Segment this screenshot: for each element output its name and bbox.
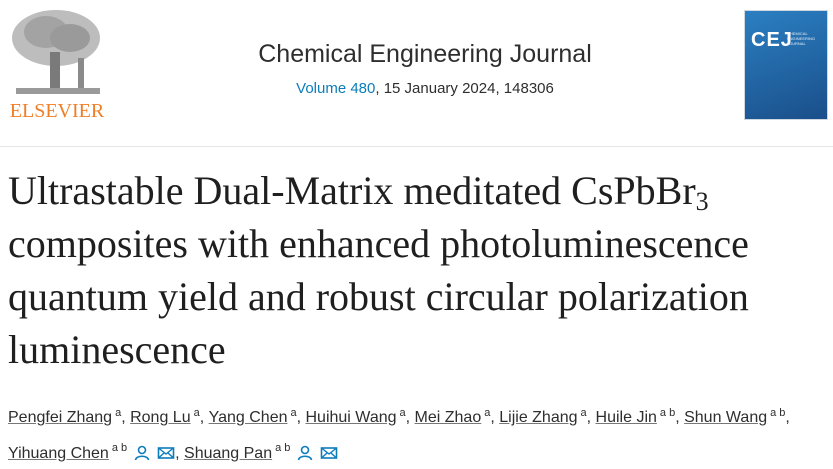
separator: , <box>121 409 131 427</box>
author: Lijie Zhang a, <box>499 407 596 427</box>
author-affiliation[interactable]: a <box>290 407 297 419</box>
journal-title[interactable]: Chemical Engineering Journal <box>258 40 592 68</box>
separator: , <box>586 409 596 427</box>
journal-cover[interactable]: CEJ CHEMICAL ENGINEERING JOURNAL <box>744 10 828 120</box>
separator: , <box>490 409 500 427</box>
author-affiliation[interactable]: a <box>580 407 587 419</box>
author-affiliation[interactable]: a <box>115 407 122 419</box>
author: Rong Lu a, <box>130 407 209 427</box>
separator: , <box>675 409 685 427</box>
author: Mei Zhao a, <box>414 407 500 427</box>
publisher-logo[interactable]: ELSEVIER <box>6 8 108 124</box>
author-name[interactable]: Pengfei Zhang <box>8 409 113 427</box>
author: Shun Wang a b, <box>684 407 790 427</box>
person-icon[interactable] <box>133 445 151 461</box>
divider <box>0 146 833 147</box>
volume-link[interactable]: Volume 480 <box>296 80 376 97</box>
author-list: Pengfei Zhang a, Rong Lu a, Yang Chen a, Hu… <box>8 398 823 469</box>
author-affiliation[interactable]: a b <box>275 442 291 455</box>
author-name[interactable]: Yang Chen <box>208 409 288 427</box>
title-main: Ultrastable Dual-Matrix meditated CsPbBr <box>8 168 696 213</box>
author: Yang Chen a, <box>208 407 306 427</box>
author: Yihuang Chen a b, <box>8 442 185 462</box>
title-rest: composites with enhanced photoluminescen… <box>8 221 749 372</box>
separator: , <box>785 409 790 427</box>
separator: , <box>175 444 185 462</box>
author-name[interactable]: Rong Lu <box>130 409 191 427</box>
author-name[interactable]: Shuang Pan <box>184 444 273 462</box>
logo-tree <box>12 10 100 94</box>
issue-line: Volume 480, 15 January 2024, 148306 <box>200 80 650 97</box>
title-subscript: 3 <box>695 187 709 216</box>
author: Huihui Wang a, <box>305 407 415 427</box>
separator: , <box>199 409 209 427</box>
separator: , <box>405 409 415 427</box>
author: Pengfei Zhang a, <box>8 407 131 427</box>
author-affiliation[interactable]: a <box>484 407 491 419</box>
author-name[interactable]: Huile Jin <box>595 409 657 427</box>
author-affiliation[interactable]: a b <box>770 407 786 419</box>
author-name[interactable]: Shun Wang <box>684 409 768 427</box>
issue-info: , 15 January 2024, 148306 <box>375 80 554 97</box>
author-name[interactable]: Huihui Wang <box>305 409 397 427</box>
cover-subtitle: CHEMICAL ENGINEERING JOURNAL <box>787 31 816 46</box>
author: Huile Jin a b, <box>595 407 685 427</box>
author-name[interactable]: Lijie Zhang <box>499 409 578 427</box>
author-affiliation[interactable]: a <box>399 407 406 419</box>
author-affiliation[interactable]: a <box>193 407 200 419</box>
author: Shuang Pan a b <box>184 442 338 462</box>
author-affiliation[interactable]: a b <box>659 407 676 419</box>
author-affiliation[interactable]: a b <box>111 442 128 455</box>
mail-icon[interactable] <box>157 445 175 461</box>
author-name[interactable]: Mei Zhao <box>414 409 482 427</box>
article-title: Ultrastable Dual-Matrix meditated CsPbBr… <box>8 164 828 376</box>
author-name[interactable]: Yihuang Chen <box>8 444 109 462</box>
publisher-name: ELSEVIER <box>10 100 105 122</box>
mail-icon[interactable] <box>320 445 338 461</box>
separator: , <box>296 409 306 427</box>
person-icon[interactable] <box>296 445 314 461</box>
cover-title: CEJ <box>751 29 793 51</box>
